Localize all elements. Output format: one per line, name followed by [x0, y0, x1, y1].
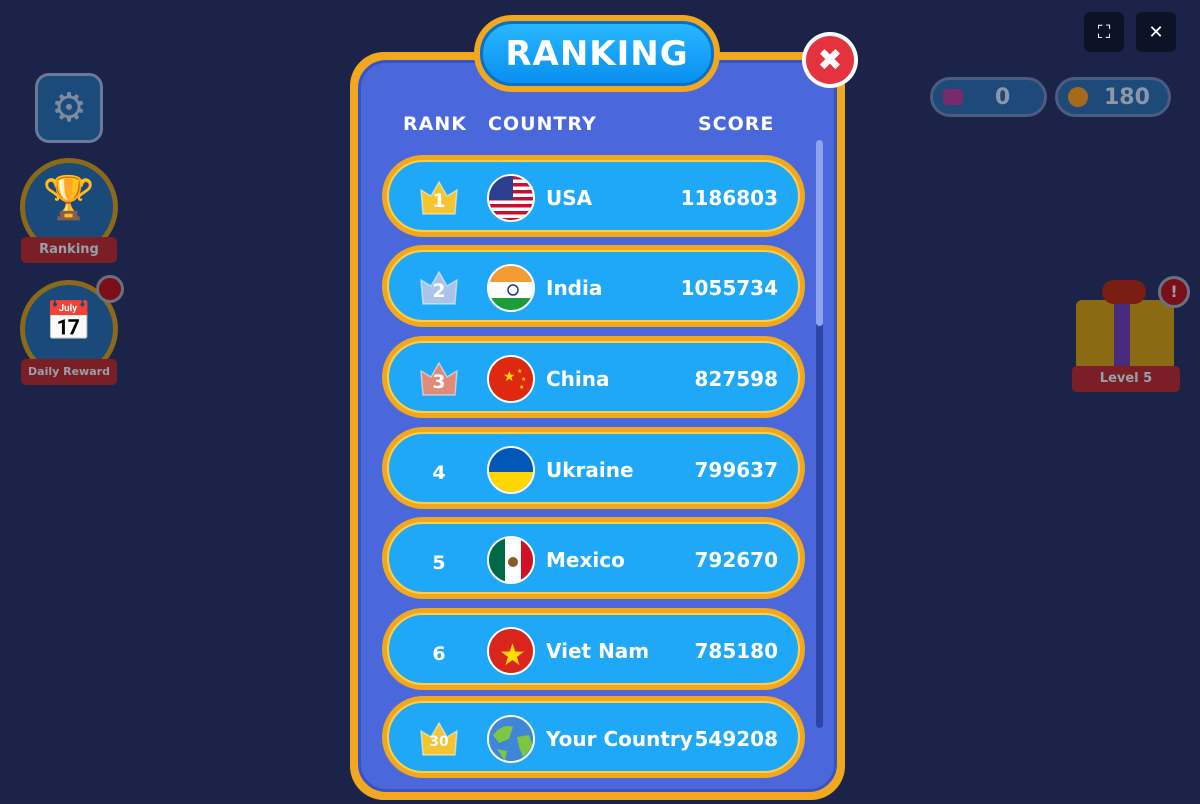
gems-value: 0: [995, 84, 1011, 110]
page-title: RANKING: [480, 21, 714, 86]
score-value: 549208: [694, 727, 779, 751]
fullscreen-button[interactable]: ⛶: [1084, 12, 1124, 52]
calendar-icon: 📅: [45, 299, 93, 343]
window-close-button[interactable]: ✕: [1136, 12, 1176, 52]
flag-icon: ★: [487, 627, 535, 675]
trophy-icon: 🏆: [42, 173, 96, 222]
country-name: Ukraine: [546, 458, 634, 482]
coins-value: 180: [1104, 84, 1150, 110]
scrollbar-track[interactable]: [816, 140, 823, 728]
score-value: 1186803: [680, 186, 778, 210]
rank-badge: 1: [417, 180, 461, 216]
scrollbar-thumb[interactable]: [816, 140, 823, 326]
coin-icon: [1068, 87, 1088, 107]
rank-badge: 2: [417, 270, 461, 306]
gift-icon: [1076, 300, 1174, 370]
score-value: 827598: [694, 367, 779, 391]
ranking-title-banner: RANKING: [474, 15, 720, 92]
flag-icon: [487, 715, 535, 763]
ranking-label: Ranking: [21, 237, 117, 263]
score-value: 1055734: [680, 276, 778, 300]
header-score: SCORE: [698, 113, 775, 135]
rank-value: 5: [432, 552, 446, 574]
flag-icon: [487, 446, 535, 494]
score-value: 799637: [694, 458, 779, 482]
svg-text:★: ★: [519, 384, 524, 391]
flag-icon: [487, 174, 535, 222]
rank-value: 1: [432, 190, 446, 212]
rank-value: 4: [432, 462, 446, 484]
rank-value: 30: [429, 734, 449, 750]
svg-text:★: ★: [503, 369, 516, 385]
country-name: China: [546, 367, 610, 391]
rank-value: 2: [432, 280, 446, 302]
gem-icon: [943, 89, 963, 105]
rank-badge: 30: [417, 721, 461, 757]
flag-icon: [487, 536, 535, 584]
alert-badge: !: [1158, 276, 1190, 308]
notification-dot: [96, 275, 124, 303]
country-name: Your Country: [546, 727, 693, 751]
ranking-row: 4 Ukraine 799637: [382, 427, 805, 509]
close-icon: ✖: [806, 36, 854, 84]
flag-icon: ★ ★ ★ ★: [487, 355, 535, 403]
score-value: 792670: [694, 548, 779, 572]
country-name: Viet Nam: [546, 639, 650, 663]
rank-badge: 6: [417, 633, 461, 669]
ranking-row: 5 Mexico 792670: [382, 517, 805, 599]
header-rank: RANK: [403, 113, 467, 135]
fullscreen-icon: ⛶: [1097, 21, 1111, 43]
header-country: COUNTRY: [488, 113, 597, 135]
country-name: USA: [546, 186, 593, 210]
ranking-row: 2 India 1055734: [382, 245, 805, 327]
close-ranking-button[interactable]: ✖: [802, 32, 858, 88]
settings-button[interactable]: ⚙: [35, 73, 103, 143]
svg-text:★: ★: [521, 376, 526, 383]
country-name: India: [546, 276, 603, 300]
coins-counter: 180: [1055, 77, 1171, 117]
rank-badge: 3: [417, 361, 461, 397]
close-icon: ✕: [1148, 21, 1164, 43]
gems-counter: 0: [930, 77, 1047, 117]
rank-badge: 4: [417, 452, 461, 488]
country-name: Mexico: [546, 548, 625, 572]
ranking-button[interactable]: 🏆 Ranking: [20, 158, 118, 263]
ranking-row: 1 USA 1186803: [382, 155, 805, 237]
own-country-row: 30 Your Country 549208: [382, 696, 805, 778]
svg-text:★: ★: [499, 638, 526, 673]
ranking-row: 3 ★ ★ ★ ★ China 827598: [382, 336, 805, 418]
ranking-row: 6 ★ Viet Nam 785180: [382, 608, 805, 690]
score-value: 785180: [694, 639, 779, 663]
gift-level-label: Level 5: [1072, 366, 1180, 392]
gift-level-button[interactable]: Level 5: [1072, 280, 1180, 392]
rank-badge: 5: [417, 542, 461, 578]
flag-icon: [487, 264, 535, 312]
daily-reward-label: Daily Reward: [21, 359, 117, 385]
svg-text:★: ★: [517, 368, 522, 375]
gear-icon: ⚙: [51, 85, 87, 131]
rank-value: 3: [432, 371, 446, 393]
rank-value: 6: [432, 643, 446, 665]
